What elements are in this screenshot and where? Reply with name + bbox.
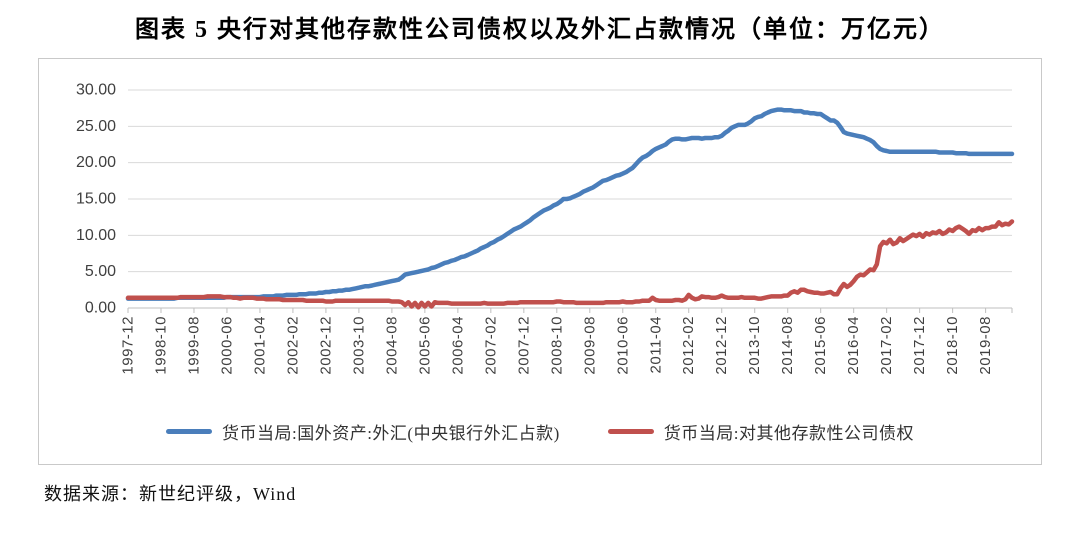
claims-line-swatch: [607, 429, 654, 434]
claims-legend-label: 货币当局:对其他存款性公司债权: [663, 424, 914, 443]
svg-text:2012-02: 2012-02: [680, 316, 697, 375]
svg-text:2014-08: 2014-08: [779, 316, 796, 375]
svg-text:2015-06: 2015-06: [812, 316, 829, 375]
svg-text:2004-08: 2004-08: [383, 316, 400, 375]
forex-line-swatch: [165, 429, 212, 434]
legend-item-claims: 货币当局:对其他存款性公司债权: [607, 419, 914, 444]
svg-text:30.00: 30.00: [76, 82, 116, 99]
svg-text:2003-10: 2003-10: [350, 316, 367, 375]
svg-text:2012-12: 2012-12: [713, 316, 730, 375]
svg-text:2007-12: 2007-12: [515, 316, 532, 375]
svg-text:0.00: 0.00: [85, 300, 116, 317]
chart-legend: 货币当局:国外资产:外汇(中央银行外汇占款) 货币当局:对其他存款性公司债权: [39, 419, 1041, 444]
svg-text:5.00: 5.00: [85, 263, 116, 280]
svg-text:1997-12: 1997-12: [120, 316, 137, 375]
svg-text:2008-10: 2008-10: [548, 316, 565, 375]
svg-text:2006-04: 2006-04: [449, 316, 466, 375]
svg-text:2001-04: 2001-04: [251, 316, 268, 375]
forex-legend-label: 货币当局:国外资产:外汇(中央银行外汇占款): [221, 424, 560, 443]
legend-item-forex: 货币当局:国外资产:外汇(中央银行外汇占款): [165, 419, 560, 444]
svg-text:2002-02: 2002-02: [284, 316, 301, 375]
svg-text:2009-08: 2009-08: [581, 316, 598, 375]
svg-text:1998-10: 1998-10: [153, 316, 170, 375]
svg-text:2007-02: 2007-02: [482, 316, 499, 375]
svg-text:2019-08: 2019-08: [977, 316, 994, 375]
svg-text:2010-06: 2010-06: [614, 316, 631, 375]
svg-text:2005-06: 2005-06: [416, 316, 433, 375]
svg-text:20.00: 20.00: [76, 154, 116, 171]
svg-text:15.00: 15.00: [76, 191, 116, 208]
svg-text:2013-10: 2013-10: [746, 316, 763, 375]
svg-text:2002-12: 2002-12: [317, 316, 334, 375]
svg-text:25.00: 25.00: [76, 118, 116, 135]
svg-text:1999-08: 1999-08: [186, 316, 203, 375]
chart-container: 30.00 25.00 20.00 15.00 10.00 5.00 0.00 1997-12…: [38, 58, 1042, 465]
svg-text:10.00: 10.00: [76, 227, 116, 244]
svg-text:2000-06: 2000-06: [219, 316, 236, 375]
svg-text:2011-04: 2011-04: [647, 316, 664, 373]
line-chart: 30.00 25.00 20.00 15.00 10.00 5.00 0.001997-12…: [76, 82, 1015, 375]
svg-text:2016-04: 2016-04: [845, 316, 862, 375]
svg-text:2018-10: 2018-10: [944, 316, 961, 375]
data-source-note: 数据来源：新世纪评级，Wind: [44, 484, 297, 504]
svg-text:2017-12: 2017-12: [911, 316, 928, 375]
svg-text:2017-02: 2017-02: [878, 316, 895, 375]
chart-title: 图表 5 央行对其他存款性公司债权以及外汇占款情况（单位：万亿元）: [135, 17, 945, 43]
